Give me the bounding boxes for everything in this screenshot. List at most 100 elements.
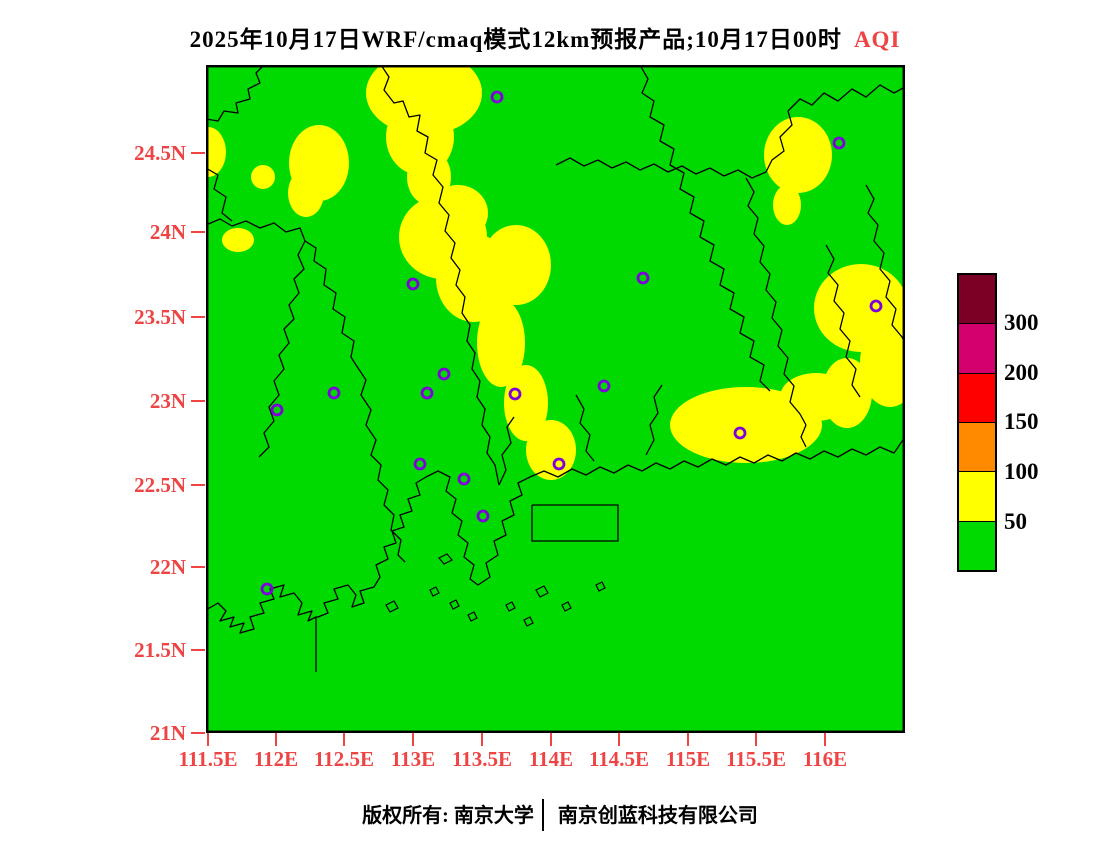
county-boundary-line (800, 424, 807, 448)
lon-tick (618, 733, 620, 746)
forecast-map (206, 65, 905, 733)
station-marker (476, 509, 490, 523)
county-boundary-line (639, 65, 771, 392)
map-frame (206, 65, 905, 733)
lat-tick (191, 732, 205, 734)
county-boundary-line (258, 240, 306, 458)
lat-label: 22.5N (134, 473, 186, 497)
aqi-region-yellow (773, 185, 801, 225)
colorbar-value-label: 50 (1004, 509, 1027, 534)
station-marker (457, 472, 471, 486)
lat-label: 21.5N (134, 638, 186, 662)
station-marker (406, 277, 420, 291)
county-boundary-line (498, 416, 515, 486)
colorbar-value-label: 300 (1004, 310, 1039, 335)
lat-tick (191, 231, 205, 233)
lon-label: 113E (390, 747, 436, 771)
station-marker (490, 90, 504, 104)
lat-tick (191, 400, 205, 402)
station-marker (869, 299, 883, 313)
station-marker (636, 271, 650, 285)
footer-divider (541, 799, 544, 831)
county-boundary-line (555, 84, 905, 179)
island-outline (561, 601, 572, 612)
county-boundary-line (865, 184, 905, 344)
coastline (529, 436, 905, 478)
lon-label: 112E (253, 747, 299, 771)
island-outline (385, 600, 399, 613)
lon-label: 111.5E (178, 747, 238, 771)
lon-label: 115E (665, 747, 711, 771)
county-boundary-line (206, 218, 357, 366)
lat-label: 23N (149, 389, 186, 413)
aqi-yellow-layer (206, 65, 905, 480)
aqi-region-yellow (222, 228, 254, 252)
station-marker (327, 386, 341, 400)
station-marker (270, 403, 284, 417)
island-outline (438, 553, 453, 565)
island-outline (467, 611, 478, 622)
coastline (477, 476, 531, 586)
lat-tick (191, 649, 205, 651)
coastline (206, 584, 317, 672)
county-boundary-line (355, 364, 406, 563)
coastline (425, 470, 479, 586)
colorbar-segment (959, 275, 995, 325)
title-unit: AQI (853, 27, 901, 52)
lat-tick (191, 484, 205, 486)
lon-tick (207, 733, 209, 746)
aqi-region-yellow (477, 299, 525, 387)
aqi-region-yellow (504, 365, 548, 441)
lon-label: 116E (802, 747, 848, 771)
lat-label: 22N (149, 555, 186, 579)
aqi-region-yellow (288, 169, 324, 217)
colorbar-segment (959, 422, 995, 473)
station-marker (437, 367, 451, 381)
lon-label: 115.5E (725, 747, 787, 771)
island-outline (535, 585, 549, 598)
lon-label: 114.5E (588, 747, 650, 771)
lat-tick (191, 152, 205, 154)
lon-tick (343, 733, 345, 746)
copyright-company: 南京创蓝科技有限公司 (557, 805, 758, 827)
aqi-region-yellow (481, 225, 551, 305)
aqi-region-yellow (764, 117, 832, 193)
map-frame-border (206, 65, 905, 733)
station-marker (552, 457, 566, 471)
lon-label: 114E (528, 747, 574, 771)
station-marker (508, 387, 522, 401)
lat-tick (191, 566, 205, 568)
colorbar-segment (959, 521, 995, 570)
station-marker (733, 426, 747, 440)
lat-label: 24.5N (134, 141, 186, 165)
county-boundary-line (206, 65, 265, 122)
lon-tick (687, 733, 689, 746)
lon-tick (412, 733, 414, 746)
title-text: 2025年10月17日WRF/cmaq模式12km预报产品;10月17日00时 (189, 27, 842, 52)
station-layer (260, 90, 883, 596)
lon-tick (824, 733, 826, 746)
colorbar-value-label: 200 (1004, 360, 1039, 385)
colorbar-value-label: 150 (1004, 409, 1039, 434)
colorbar-segment (959, 373, 995, 423)
station-marker (597, 379, 611, 393)
lat-label: 24N (149, 220, 186, 244)
copyright-owner: 版权所有: 南京大学 (362, 805, 534, 827)
lat-label: 21N (149, 721, 186, 745)
county-boundary-line (575, 394, 595, 462)
hongkong-boundary-box (531, 504, 619, 542)
lat-label: 23.5N (134, 305, 186, 329)
island-outline (595, 581, 606, 592)
lat-tick (191, 316, 205, 318)
copyright-footer: 版权所有: 南京大学 南京创蓝科技有限公司 (10, 799, 1100, 831)
lon-tick (481, 733, 483, 746)
coastline (316, 476, 427, 618)
county-boundary-line (825, 244, 861, 398)
colorbar-value-label: 100 (1004, 459, 1039, 484)
county-boundary-line (380, 65, 500, 486)
aqi-region-yellow (251, 165, 275, 189)
aqi-region-yellow (780, 373, 852, 421)
county-boundary-line (645, 384, 663, 456)
boundary-layer (206, 65, 905, 672)
